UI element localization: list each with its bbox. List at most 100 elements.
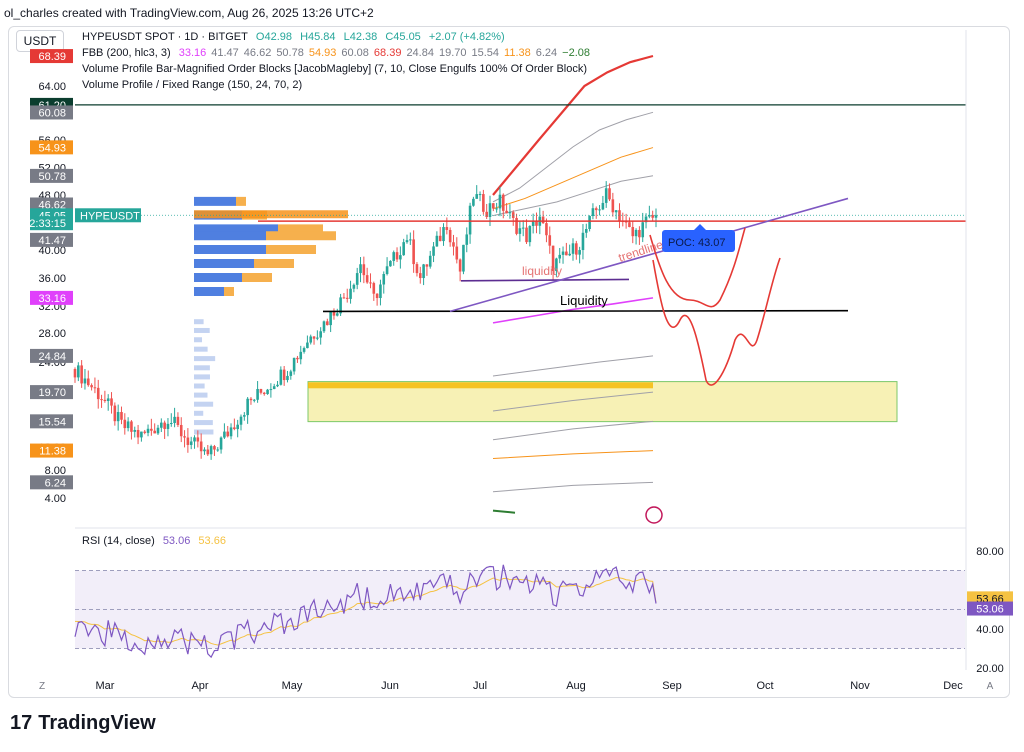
profile-bar-buy — [194, 245, 266, 254]
profile-bar-sell — [266, 245, 316, 254]
candle-body — [123, 419, 127, 429]
liquidity-line — [322, 309, 849, 313]
liquidity-lower-line — [460, 278, 630, 282]
candle-body — [349, 288, 352, 299]
candle-body — [535, 220, 538, 226]
candle-body — [163, 422, 166, 429]
candle-body — [342, 297, 346, 299]
profile-bar-buy — [194, 287, 224, 296]
candle-body — [565, 251, 568, 256]
price-badge-label: 33.16 — [38, 293, 66, 305]
legend-rsi-row: RSI (14, close) 53.06 53.66 — [82, 535, 231, 547]
candle-body — [644, 216, 648, 223]
legend-rsi-name[interactable]: RSI (14, close) — [82, 535, 155, 547]
candle-body — [608, 188, 611, 200]
candle-body — [468, 205, 472, 235]
profile-bar-faint — [194, 327, 210, 333]
candle-body — [169, 423, 173, 425]
legend-low: L42.38 — [343, 31, 378, 43]
candle-body — [624, 221, 628, 223]
candle-body — [219, 437, 223, 450]
legend-volume-profile-fixed[interactable]: Volume Profile / Fixed Range (150, 24, 7… — [82, 79, 303, 91]
candle-body — [106, 398, 110, 402]
candle-body — [322, 321, 326, 332]
candle-body — [126, 421, 130, 429]
candle-body — [83, 378, 87, 384]
liquidity-lower-label: liquidity — [522, 264, 562, 278]
candle-body — [326, 321, 329, 326]
rsi-tick-label: 80.00 — [976, 546, 1004, 558]
price-badge — [30, 49, 73, 64]
chart-attribution: ol_charles created with TradingView.com,… — [4, 6, 374, 20]
fbb-band-minus — [492, 509, 516, 514]
candle-body — [282, 369, 286, 381]
price-badge — [30, 290, 73, 305]
profile-bar-faint — [194, 410, 204, 416]
rsi-badge-label: 53.06 — [976, 604, 1004, 616]
price-badge-label: 11.38 — [39, 446, 66, 458]
candle-body — [110, 398, 113, 406]
candle-body — [472, 198, 475, 206]
candle-body — [498, 194, 502, 209]
candle-body — [259, 388, 263, 393]
candle-body — [80, 365, 83, 384]
candle-body — [103, 399, 107, 402]
profile-bar-sell — [254, 259, 294, 268]
candle-body — [286, 375, 289, 381]
fbb-band-5493 — [492, 147, 654, 210]
candle-body — [379, 284, 382, 299]
legend-fbb-name[interactable]: FBB (200, hlc3, 3) — [82, 47, 171, 59]
candle-body — [545, 223, 548, 236]
candle-body — [584, 229, 588, 233]
legend-rsi-ma-value: 53.66 — [198, 535, 226, 547]
legend-change: +2.07 (+4.82%) — [428, 31, 505, 43]
liquidity-label: Liquidity — [560, 293, 608, 308]
candle-body — [289, 371, 293, 376]
price-tick-label: 4.00 — [45, 493, 66, 505]
price-badge — [30, 105, 73, 120]
profile-bar-sell — [224, 287, 234, 296]
legend-close: C45.05 — [385, 31, 421, 43]
fbb-band-624 — [492, 481, 654, 493]
candle-body — [140, 431, 143, 438]
price-badge — [30, 216, 73, 231]
candle-body — [223, 431, 226, 438]
profile-bar-faint — [194, 420, 213, 426]
legend-volume-profile-blocks[interactable]: Volume Profile Bar-Magnified Order Block… — [82, 63, 588, 75]
price-badge-label: 60.08 — [38, 107, 66, 119]
time-tick-label: Sep — [662, 680, 682, 692]
candle-body — [113, 405, 117, 422]
candle-body — [329, 311, 332, 326]
fbb-band-5078 — [492, 175, 654, 217]
price-badge-label: 24.84 — [38, 351, 66, 363]
candle-body — [594, 208, 598, 211]
candle-body — [186, 437, 190, 445]
candle-body — [389, 260, 392, 267]
time-tick-label: Aug — [566, 680, 586, 692]
candle-body — [166, 423, 170, 429]
candle-body — [405, 240, 409, 243]
candle-body — [485, 211, 488, 217]
candle-body — [628, 222, 631, 228]
legend-symbol[interactable]: HYPEUSDT SPOT · 1D · BITGET — [82, 31, 248, 43]
time-tick-label: May — [282, 680, 303, 692]
candle-body — [96, 387, 100, 400]
price-tick-label: 8.00 — [45, 465, 66, 477]
candle-body — [601, 202, 605, 210]
candle-body — [209, 446, 213, 455]
legend-fbb-value: 15.54 — [471, 47, 500, 59]
candle-body — [216, 449, 220, 451]
profile-bar-buy — [194, 196, 236, 206]
tradingview-logo[interactable]: 17 TradingView — [10, 712, 156, 735]
candle-body — [418, 273, 422, 279]
candle-body — [488, 203, 492, 217]
candle-body — [588, 216, 591, 230]
time-tick-label: Apr — [191, 680, 208, 692]
candle-body — [252, 399, 256, 401]
candle-body — [452, 242, 455, 247]
brand-name: TradingView — [38, 712, 156, 734]
candle-body — [226, 431, 230, 437]
candle-body — [160, 422, 163, 428]
